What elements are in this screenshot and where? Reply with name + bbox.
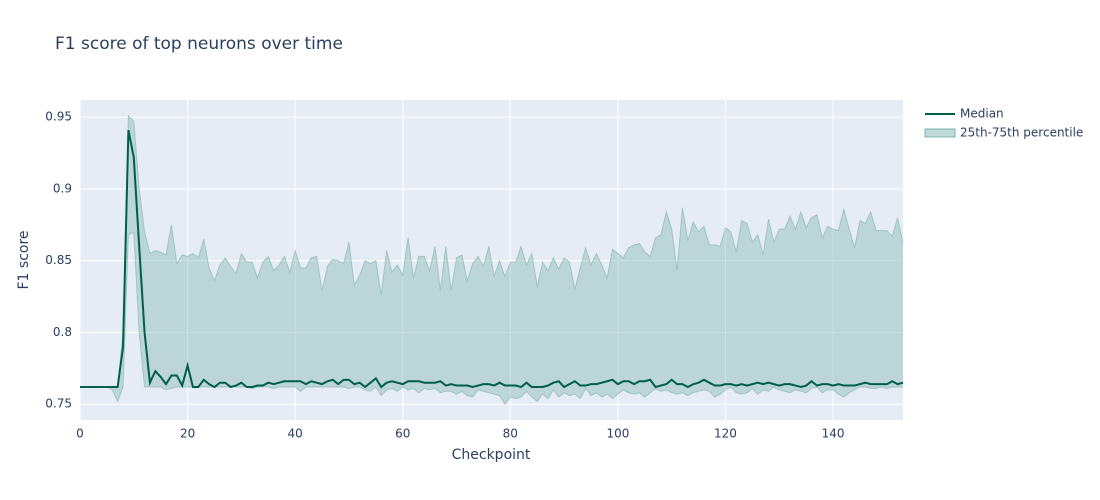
band-fill <box>80 115 903 405</box>
legend-label: Median <box>960 107 1004 121</box>
y-tick-label: 0.9 <box>53 181 72 195</box>
band-lower-edge <box>80 231 903 406</box>
chart-title: F1 score of top neurons over time <box>55 34 343 54</box>
x-tick-label: 60 <box>395 427 410 441</box>
legend-swatch <box>924 128 956 138</box>
y-tick-label: 0.85 <box>45 253 72 267</box>
x-tick-label: 120 <box>714 427 737 441</box>
x-tick-label: 140 <box>822 427 845 441</box>
x-tick-label: 20 <box>180 427 195 441</box>
y-tick-label: 0.75 <box>45 397 72 411</box>
y-tick-label: 0.95 <box>45 110 72 124</box>
legend-label: 25th-75th percentile <box>960 126 1083 140</box>
x-tick-label: 80 <box>503 427 518 441</box>
y-tick-label: 0.8 <box>53 325 72 339</box>
x-tick-label: 0 <box>76 427 84 441</box>
median-line <box>80 129 904 389</box>
y-axis-title: F1 score <box>16 230 32 289</box>
x-tick-label: 40 <box>288 427 303 441</box>
x-tick-label: 100 <box>606 427 629 441</box>
band-upper-edge <box>80 114 904 388</box>
x-axis-title: Checkpoint <box>452 447 531 463</box>
